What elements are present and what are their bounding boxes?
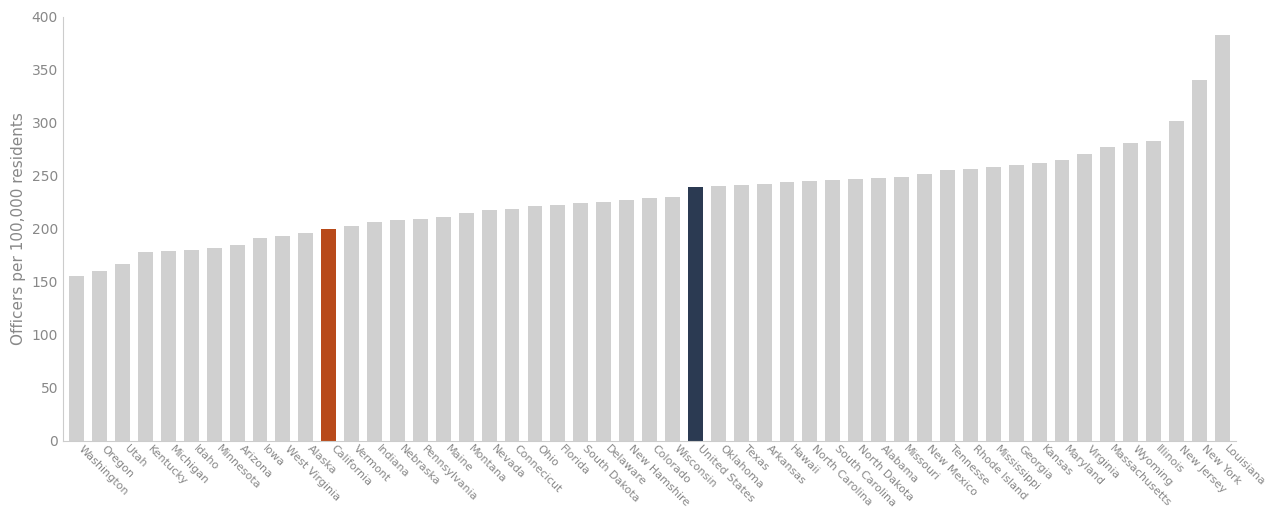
Bar <box>916 174 932 441</box>
Bar <box>803 181 818 441</box>
Bar <box>481 210 497 441</box>
Bar <box>458 213 474 441</box>
Bar <box>390 220 404 441</box>
Bar <box>184 250 198 441</box>
Bar <box>780 182 795 441</box>
Y-axis label: Officers per 100,000 residents: Officers per 100,000 residents <box>12 112 26 345</box>
Bar <box>1124 143 1138 441</box>
Bar <box>1078 154 1092 441</box>
Bar <box>1215 35 1230 441</box>
Bar <box>1055 160 1069 441</box>
Bar <box>413 219 428 441</box>
Bar <box>115 264 131 441</box>
Bar <box>92 271 108 441</box>
Bar <box>687 187 703 441</box>
Bar <box>161 251 175 441</box>
Bar <box>321 229 337 441</box>
Bar <box>986 167 1001 441</box>
Bar <box>344 226 360 441</box>
Bar <box>1146 141 1161 441</box>
Bar <box>138 252 152 441</box>
Bar <box>596 202 611 441</box>
Bar <box>229 244 244 441</box>
Bar <box>1009 165 1024 441</box>
Bar <box>872 178 886 441</box>
Bar <box>206 248 221 441</box>
Bar <box>733 185 749 441</box>
Bar <box>69 277 84 441</box>
Bar <box>1032 163 1047 441</box>
Bar <box>826 180 840 441</box>
Bar <box>298 233 314 441</box>
Bar <box>367 223 381 441</box>
Bar <box>275 236 291 441</box>
Bar <box>1169 121 1184 441</box>
Bar <box>573 203 589 441</box>
Bar <box>1101 147 1115 441</box>
Bar <box>550 205 566 441</box>
Bar <box>436 217 451 441</box>
Bar <box>710 186 726 441</box>
Bar <box>895 177 909 441</box>
Bar <box>643 198 657 441</box>
Bar <box>940 171 955 441</box>
Bar <box>849 179 863 441</box>
Bar <box>1192 80 1207 441</box>
Bar <box>504 209 520 441</box>
Bar <box>666 197 680 441</box>
Bar <box>620 200 634 441</box>
Bar <box>963 170 978 441</box>
Bar <box>252 238 268 441</box>
Bar <box>756 184 772 441</box>
Bar <box>527 206 543 441</box>
